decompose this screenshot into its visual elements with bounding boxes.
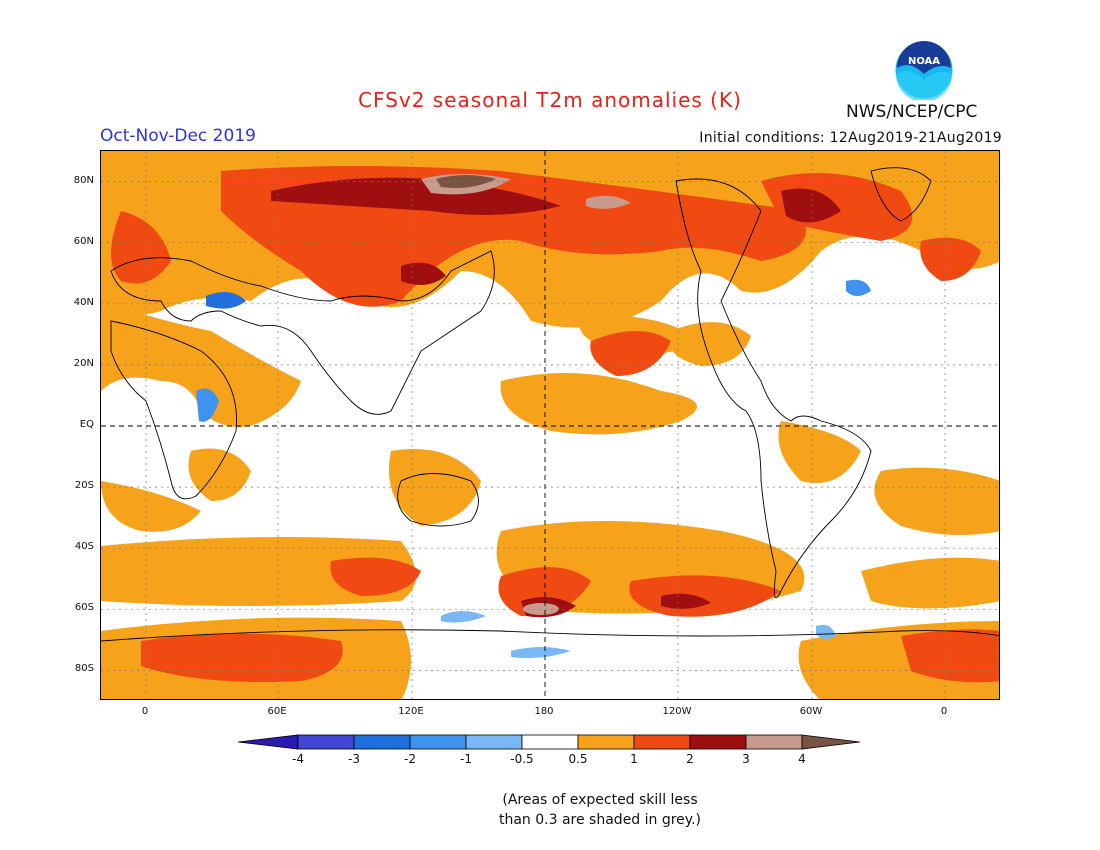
lon-label-180: 180 [534,706,554,717]
noaa-logo: NOAA [894,40,954,104]
lat-lon-grid [101,151,999,699]
colorbar-label: 0.5 [568,752,588,766]
logo-text: NOAA [908,56,940,67]
colorbar-label: 3 [742,752,750,766]
colorbar-swatch [521,734,579,750]
colorbar [237,733,862,755]
lat-label-60s: 60S [74,602,94,613]
colorbar-swatch [409,734,467,750]
colorbar-label: -3 [348,752,360,766]
lat-label-20n: 20N [73,358,94,369]
coastlines [101,167,999,642]
colorbar-swatch [689,734,747,750]
equator-dateline [101,151,999,699]
initial-conditions: Initial conditions: 12Aug2019-21Aug2019 [699,130,1002,146]
lat-label-80s: 80S [74,663,94,674]
colorbar-swatch [745,734,803,750]
lat-label-20s: 20S [74,480,94,491]
colorbar-swatch [577,734,635,750]
colorbar-arrow-high [801,734,861,750]
lon-label-0: 0 [141,706,149,717]
colorbar-label: 2 [686,752,694,766]
lon-label-0-east: 0 [940,706,948,717]
cold-anomaly-regions [196,279,871,659]
skill-note-line1: (Areas of expected skill less [502,792,698,808]
lat-label-60n: 60N [73,236,94,247]
colorbar-label: 4 [798,752,806,766]
colorbar-label: -2 [404,752,416,766]
lat-label-eq: EQ [79,419,94,430]
colorbar-label: -1 [460,752,472,766]
colorbar-swatch [465,734,523,750]
lon-label-120w: 120W [662,706,692,717]
colorbar-swatch [633,734,691,750]
colorbar-label: 1 [630,752,638,766]
colorbar-label: -4 [292,752,304,766]
agency-label: NWS/NCEP/CPC [846,102,978,122]
lon-label-60w: 60W [799,706,823,717]
skill-note-line2: than 0.3 are shaded in grey.) [498,812,701,828]
lon-label-120e: 120E [398,706,424,717]
lat-label-40s: 40S [74,541,94,552]
map-title: CFSv2 seasonal T2m anomalies (K) [358,88,742,112]
anomaly-above-4-regions [436,175,496,188]
colorbar-swatch [297,734,355,750]
lat-label-80n: 80N [73,175,94,186]
colorbar-label: -0.5 [510,752,534,766]
anomaly-map [100,150,1000,700]
lat-label-40n: 40N [73,297,94,308]
colorbar-arrow-low [237,734,299,750]
forecast-period: Oct-Nov-Dec 2019 [100,126,256,146]
colorbar-swatch [353,734,411,750]
lon-label-60e: 60E [267,706,287,717]
